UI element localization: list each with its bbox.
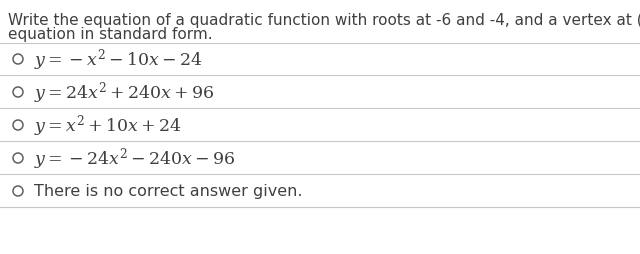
Text: $\mathit{y} = \mathit{x}^{2} + 10\mathit{x} + 24$: $\mathit{y} = \mathit{x}^{2} + 10\mathit… (34, 113, 182, 138)
Text: $\mathit{y} = -24\mathit{x}^{2} - 240\mathit{x} - 96$: $\mathit{y} = -24\mathit{x}^{2} - 240\ma… (34, 146, 236, 171)
Text: Write the equation of a quadratic function with roots at -6 and -4, and a vertex: Write the equation of a quadratic functi… (8, 13, 640, 28)
Text: equation in standard form.: equation in standard form. (8, 27, 212, 42)
Text: $\mathit{y} = 24\mathit{x}^{2} + 240\mathit{x} + 96$: $\mathit{y} = 24\mathit{x}^{2} + 240\mat… (34, 80, 214, 105)
Text: There is no correct answer given.: There is no correct answer given. (34, 184, 303, 199)
Text: $\mathit{y} = -\mathit{x}^{2} - 10\mathit{x} - 24$: $\mathit{y} = -\mathit{x}^{2} - 10\mathi… (34, 47, 203, 73)
